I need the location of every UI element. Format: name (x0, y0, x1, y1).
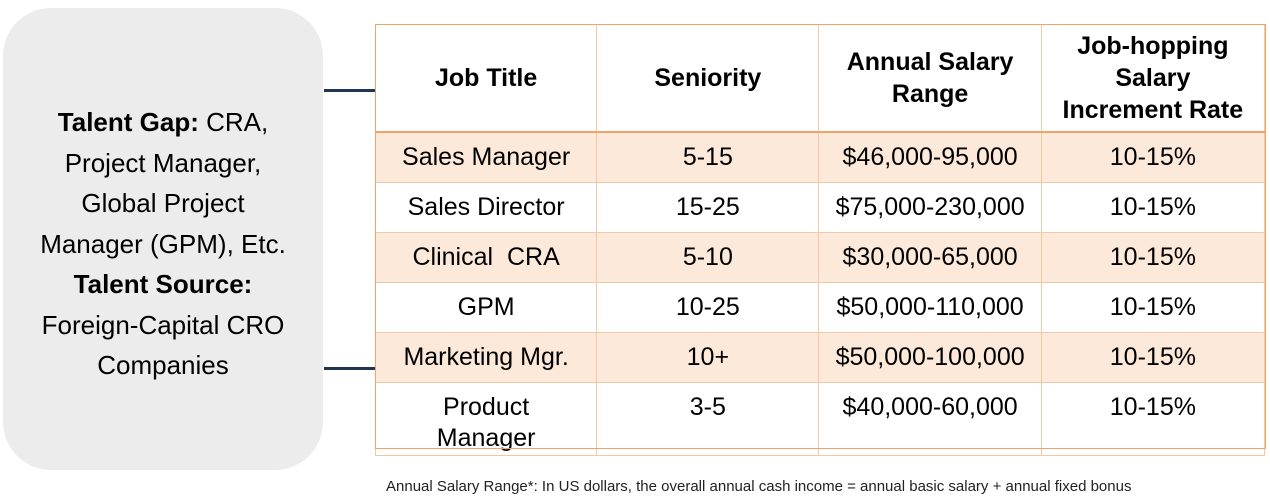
table-row: Sales Director 15-25 $75,000-230,000 10-… (374, 182, 1266, 233)
salary-table: Job Title Seniority Annual Salary Range … (374, 24, 1266, 456)
cell-job-title: Sales Manager (374, 131, 598, 183)
table-row: Product Manager 3-5 $40,000-60,000 10-15… (374, 382, 1266, 456)
connector-line-bottom (324, 367, 376, 370)
cell-seniority: 3-5 (596, 382, 820, 456)
cell-job-title: GPM (374, 282, 598, 333)
cell-seniority: 5-15 (596, 131, 820, 183)
talent-gap-line: Talent Gap: CRA, (40, 102, 286, 143)
cell-increment: 10-15% (1040, 282, 1266, 333)
talent-gap-line-2: Project Manager, (64, 147, 262, 178)
cell-job-title: Product Manager (374, 382, 598, 456)
talent-source-line-1: Foreign-Capital CRO (41, 309, 285, 340)
talent-source-line-2: Companies (97, 350, 229, 381)
cell-job-title-line-2: Manager (436, 424, 536, 452)
header-salary-range-line-2: Range (891, 80, 969, 108)
cell-job-title: Clinical CRA (374, 232, 598, 283)
cell-seniority: 10+ (596, 332, 820, 383)
connector-line-top (324, 89, 376, 92)
header-increment-rate: Job-hopping Salary Increment Rate (1040, 24, 1266, 133)
cell-job-title-line-1: Product (443, 393, 530, 421)
cell-salary: $50,000-100,000 (818, 332, 1042, 383)
table-row: Marketing Mgr. 10+ $50,000-100,000 10-15… (374, 332, 1266, 383)
talent-source-label: Talent Source: (40, 264, 286, 305)
cell-increment: 10-15% (1040, 232, 1266, 283)
header-increment-line-3: Increment Rate (1062, 96, 1244, 124)
header-salary-range: Annual Salary Range (818, 24, 1042, 133)
cell-increment: 10-15% (1040, 182, 1266, 233)
header-increment-line-2: Salary (1115, 64, 1191, 92)
cell-seniority: 15-25 (596, 182, 820, 233)
talent-gap-value: CRA, (198, 107, 269, 138)
cell-seniority: 10-25 (596, 282, 820, 333)
table-row: Clinical CRA 5-10 $30,000-65,000 10-15% (374, 232, 1266, 283)
table-row: GPM 10-25 $50,000-110,000 10-15% (374, 282, 1266, 333)
cell-salary: $75,000-230,000 (818, 182, 1042, 233)
cell-salary: $40,000-60,000 (818, 382, 1042, 456)
table-row: Sales Manager 5-15 $46,000-95,000 10-15% (374, 131, 1266, 183)
header-seniority: Seniority (596, 24, 820, 133)
talent-gap-line-3: Global Project (81, 188, 245, 219)
talent-gap-label: Talent Gap: (57, 107, 199, 138)
talent-summary-box: Talent Gap: CRA, Project Manager, Global… (3, 8, 323, 470)
cell-salary: $50,000-110,000 (818, 282, 1042, 333)
table-header-row: Job Title Seniority Annual Salary Range … (374, 24, 1266, 133)
talent-summary-text: Talent Gap: CRA, Project Manager, Global… (40, 92, 286, 386)
cell-job-title: Marketing Mgr. (374, 332, 598, 383)
header-job-title: Job Title (374, 24, 598, 133)
cell-increment: 10-15% (1040, 332, 1266, 383)
cell-salary: $30,000-65,000 (818, 232, 1042, 283)
cell-job-title: Sales Director (374, 182, 598, 233)
footnote: Annual Salary Range*: In US dollars, the… (386, 478, 1132, 495)
header-increment-line-1: Job-hopping (1077, 32, 1229, 60)
cell-seniority: 5-10 (596, 232, 820, 283)
cell-increment: 10-15% (1040, 382, 1266, 456)
cell-salary: $46,000-95,000 (818, 131, 1042, 183)
talent-source-label-text: Talent Source: (73, 269, 253, 300)
talent-gap-line-4: Manager (GPM), Etc. (40, 228, 286, 259)
cell-increment: 10-15% (1040, 131, 1266, 183)
header-salary-range-line-1: Annual Salary (846, 48, 1014, 76)
